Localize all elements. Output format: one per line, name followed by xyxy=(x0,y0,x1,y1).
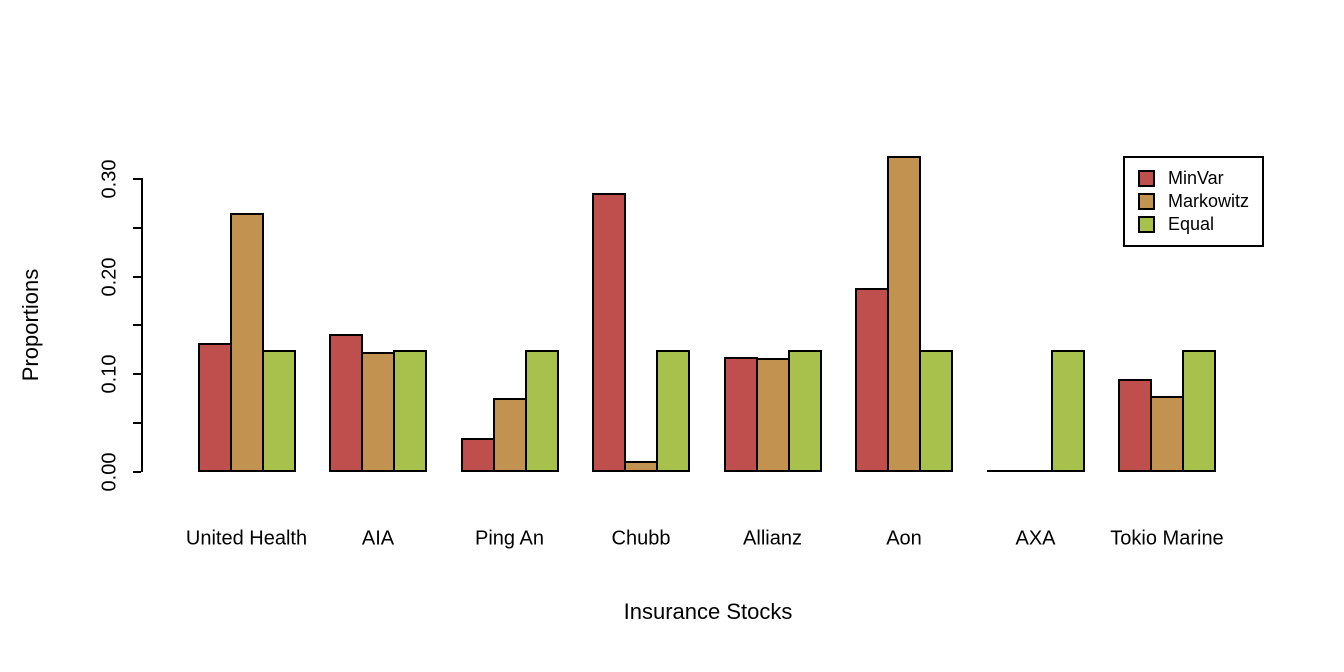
bar-minvar-united-health xyxy=(197,342,232,472)
bar-minvar-tokio-marine xyxy=(1118,378,1152,472)
bar-minvar-aia xyxy=(329,333,363,472)
bar-minvar-allianz xyxy=(723,356,758,472)
legend-label-markowitz: Markowitz xyxy=(1168,191,1250,211)
bar-equal-aia xyxy=(393,349,427,472)
y-axis-line xyxy=(141,178,143,473)
bar-markowitz-aon xyxy=(887,155,921,472)
bar-markowitz-united-health xyxy=(229,212,264,472)
x-axis-title: Insurance Stocks xyxy=(623,599,793,624)
bar-minvar-chubb xyxy=(592,192,626,472)
bar-equal-united-health xyxy=(261,349,296,472)
legend-swatch-equal xyxy=(1138,216,1155,233)
y-tick xyxy=(133,421,141,424)
bar-markowitz-ping-an xyxy=(492,397,527,472)
category-label-allianz: Allianz xyxy=(743,527,802,550)
bar-markowitz-allianz xyxy=(755,357,790,472)
bar-zero-markowitz-axa xyxy=(1018,469,1053,472)
legend-swatch-minvar xyxy=(1138,170,1155,187)
y-tick xyxy=(133,178,141,181)
y-tick xyxy=(133,275,141,278)
legend-label-minvar: MinVar xyxy=(1168,168,1224,188)
category-label-ping-an: Ping An xyxy=(475,527,544,550)
y-tick-label: 0.10 xyxy=(98,354,121,394)
legend-row-markowitz: Markowitz xyxy=(1138,190,1250,213)
y-tick xyxy=(133,373,141,376)
bar-zero-minvar-axa xyxy=(986,469,1021,472)
bar-equal-ping-an xyxy=(524,349,559,472)
bar-minvar-aon xyxy=(855,287,889,472)
bar-minvar-ping-an xyxy=(460,437,495,472)
bar-markowitz-aia xyxy=(361,351,395,472)
y-tick-label: 0.20 xyxy=(98,257,121,297)
category-label-tokio-marine: Tokio Marine xyxy=(1110,527,1224,550)
legend-swatch-markowitz xyxy=(1138,193,1155,210)
y-tick-label: 0.00 xyxy=(98,452,121,491)
bar-equal-tokio-marine xyxy=(1182,349,1216,472)
bar-equal-axa xyxy=(1050,349,1085,472)
y-tick xyxy=(133,470,141,473)
y-tick xyxy=(133,324,141,327)
bar-markowitz-chubb xyxy=(624,460,658,472)
category-label-aon: Aon xyxy=(886,527,922,550)
legend-label-equal: Equal xyxy=(1168,214,1215,234)
legend-row-minvar: MinVar xyxy=(1138,167,1250,190)
category-label-chubb: Chubb xyxy=(611,527,671,550)
y-axis-title: Proportions xyxy=(18,268,43,382)
bar-equal-allianz xyxy=(787,349,822,472)
category-label-axa: AXA xyxy=(1015,527,1056,550)
legend-row-equal: Equal xyxy=(1138,213,1250,236)
category-label-aia: AIA xyxy=(361,527,395,550)
y-tick-label: 0.30 xyxy=(98,159,121,199)
bar-markowitz-tokio-marine xyxy=(1150,395,1184,472)
bar-equal-aon xyxy=(919,349,953,472)
legend-box: MinVar Markowitz Equal xyxy=(1123,156,1264,247)
bar-equal-chubb xyxy=(656,349,690,472)
category-label-united-health: United Health xyxy=(185,527,308,550)
y-tick xyxy=(133,227,141,229)
